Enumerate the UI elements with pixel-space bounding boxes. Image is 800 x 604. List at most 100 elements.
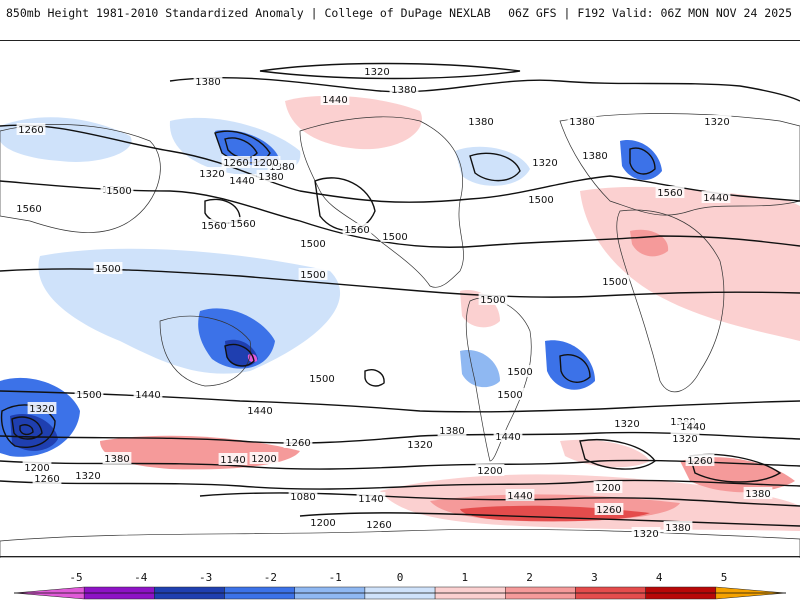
contour-label: 1440 [495,432,520,443]
contour-label: 1380 [665,523,690,534]
contour-label: 1500 [382,232,407,243]
height-contour [0,459,800,470]
contour-label-bg [249,452,279,464]
contour-labels: 1320138013801260138014401560150012601200… [14,65,773,540]
antarctica-coast [0,528,800,559]
africa-coast [616,209,725,393]
colorbar-tick-label: 3 [591,571,598,584]
contour-label: 1380 [582,151,607,162]
contour-label-bg [298,237,328,249]
eurasia-coast [559,113,800,216]
south-america-coast [465,297,532,462]
contour-label-bg [32,472,62,484]
contour-label-bg [93,262,123,274]
contour-label: 1500 [300,239,325,250]
contour-label: 1560 [230,219,255,230]
height-contour [299,512,800,527]
contour-label-bg [362,65,392,77]
height-contour [224,343,255,367]
height-contour [0,268,800,298]
contour-label: 1320 [672,434,697,445]
contour-label: 1560 [201,221,226,232]
map-title: 850mb Height 1981-2010 Standardized Anom… [6,6,491,20]
contour-label-bg [655,186,685,198]
contour-label-bg [27,402,57,414]
contour-label-bg [493,430,523,442]
contour-label: 1500 [602,277,627,288]
height-contour [0,431,800,444]
contour-label: 1500 [309,374,334,385]
height-contour [259,62,521,80]
contour-label: 1260 [223,158,248,169]
contour-label-bg [308,516,338,528]
contour-label: 1320 [407,440,432,451]
contour-label: 1260 [285,438,310,449]
contour-label: 1140 [358,494,383,505]
header: 850mb Height 1981-2010 Standardized Anom… [0,0,800,40]
asia-coast [0,124,161,233]
contour-label: 1260 [34,474,59,485]
contour-label: 1440 [135,390,160,401]
colorbar-tick-label: -5 [69,571,82,584]
contour-label-bg [743,487,773,499]
anomaly-blob-neg [545,340,595,390]
colorbar-svg: -5 -4 -3 -2 -1 0 1 2 3 4 5 [13,571,787,600]
contour-label-bg [22,461,52,473]
colorbar-tick-label: -1 [329,571,342,584]
contour-label: 1440 [247,406,272,417]
contour-label-bg [227,174,257,186]
contour-label-bg [685,454,715,466]
contour-label: 1380 [104,454,129,465]
contour-label-bg [663,521,693,533]
anomaly-blob-neg [38,248,341,374]
contour-label-bg [495,388,525,400]
colorbar-tick-label: 2 [526,571,533,584]
contour-label-bg [594,503,624,515]
contour-label-bg [193,75,223,87]
colorbar: -5 -4 -3 -2 -1 0 1 2 3 4 5 [0,557,800,600]
height-contour [559,354,591,383]
colorbar-tick-label: -4 [134,571,148,584]
colorbar-tick-label: 0 [397,571,404,584]
contour-label: 1380 [258,172,283,183]
contour-label-bg [526,193,556,205]
contour-label: 1380 [391,85,416,96]
australia-coast [159,315,252,387]
contour-label: 1320 [75,471,100,482]
anomaly-blob-neg [10,413,58,451]
height-contour [0,390,800,413]
anomaly-shading [0,95,800,531]
contour-label-bg [600,275,630,287]
contour-label: 1320 [199,169,224,180]
contour-label-bg [74,388,104,400]
contour-label-bg [16,123,46,135]
contour-label: 1560 [657,188,682,199]
colorbar-tick-label: 4 [656,571,663,584]
contour-label-bg [631,527,661,539]
contour-label: 1200 [253,158,278,169]
contour-label-bg [567,115,597,127]
contour-label: 1320 [704,117,729,128]
height-contour [469,152,521,182]
contour-label: 1380 [195,77,220,88]
contour-label-bg [199,219,229,231]
contour-label: 1380 [269,162,294,173]
height-contour [224,137,258,159]
contour-label-bg [475,464,505,476]
contour-label: 1500 [528,195,553,206]
contour-label-bg [283,436,313,448]
contour-label: 1440 [322,95,347,106]
contour-label: 1260 [596,505,621,516]
contour-label-bg [251,156,281,168]
contour-label-bg [405,438,435,450]
contour-label: 1380 [745,489,770,500]
contour-label: 1560 [16,204,41,215]
contour-label: 1500 [76,390,101,401]
height-contour [579,439,656,470]
height-contour [0,124,800,203]
contour-label-bg [73,469,103,481]
colorbar-tick-label: 1 [461,571,468,584]
height-contour [19,424,34,436]
contour-label-bg [133,388,163,400]
colorbar-tick-label: -3 [199,571,212,584]
